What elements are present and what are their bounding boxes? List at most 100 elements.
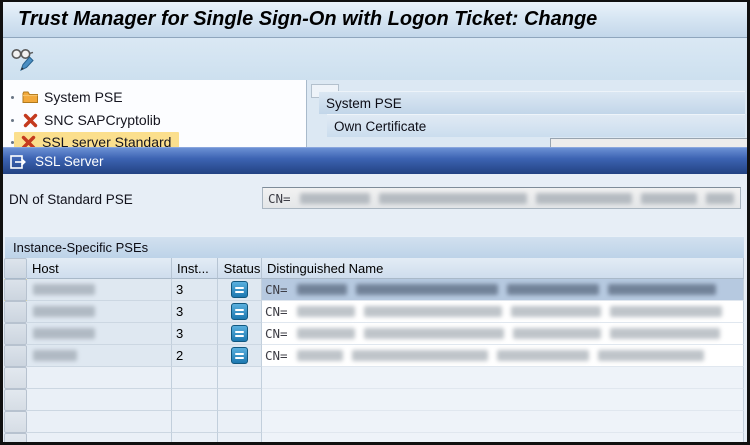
dn-of-standard-pse-field[interactable]: CN=	[262, 187, 741, 209]
redacted-text	[496, 350, 589, 361]
instance-cell	[172, 433, 218, 442]
redacted-text	[640, 192, 697, 204]
red-x-icon	[20, 134, 37, 147]
column-header-distinguished-name[interactable]: Distinguished Name	[262, 258, 744, 279]
dn-value-prefix: CN=	[268, 190, 291, 206]
table-row-empty	[4, 367, 744, 389]
row-selector[interactable]	[4, 279, 27, 301]
redacted-text	[299, 192, 370, 204]
sap-window-inner: Trust Manager for Single Sign-On with Lo…	[3, 2, 747, 442]
table-row: 3 CN=	[4, 279, 744, 301]
status-cell	[218, 433, 262, 442]
status-icon	[231, 303, 248, 320]
dn-cell	[262, 433, 744, 442]
dialog-body: DN of Standard PSE CN= Instance-Specific…	[3, 174, 747, 442]
host-cell	[27, 389, 172, 411]
main-content: System PSE SNC SAPCryptolib	[3, 80, 747, 147]
redacted-text	[609, 328, 720, 339]
pse-detail-panel: System PSE Own Certificate	[307, 80, 747, 147]
column-header-host[interactable]: Host	[27, 258, 172, 279]
red-x-icon	[22, 112, 39, 128]
instance-cell[interactable]: 3	[172, 301, 218, 323]
instance-cell	[172, 367, 218, 389]
redacted-text	[355, 284, 498, 295]
select-all-cell[interactable]	[4, 258, 27, 279]
redacted-text	[33, 328, 95, 339]
redacted-text	[609, 306, 722, 317]
status-cell	[218, 367, 262, 389]
redacted-text	[296, 284, 347, 295]
redacted-text	[33, 350, 77, 361]
row-selector[interactable]	[4, 389, 27, 411]
own-certificate-field-partial	[550, 138, 747, 147]
status-cell[interactable]	[218, 323, 262, 345]
row-selector[interactable]	[4, 367, 27, 389]
tree-item-highlight: SSL server Standard	[14, 132, 180, 147]
status-icon	[231, 281, 248, 298]
redacted-text	[607, 284, 716, 295]
dn-prefix: CN=	[265, 326, 288, 341]
tree-item-label: System PSE	[44, 89, 123, 105]
page-title: Trust Manager for Single Sign-On with Lo…	[18, 8, 598, 30]
table-row: 3 CN=	[4, 323, 744, 345]
row-selector[interactable]	[4, 345, 27, 367]
redacted-text	[512, 328, 601, 339]
row-selector[interactable]	[4, 433, 27, 442]
tree-expander-dot	[11, 95, 14, 99]
status-cell[interactable]	[218, 301, 262, 323]
row-selector[interactable]	[4, 411, 27, 433]
table-row-empty	[4, 411, 744, 433]
dn-cell[interactable]: CN=	[262, 323, 744, 345]
redacted-text	[33, 284, 95, 295]
tree-item-ssl-server-standard[interactable]: SSL server Standard	[3, 132, 180, 147]
tree-expander-dot	[11, 140, 14, 144]
status-cell[interactable]	[218, 345, 262, 367]
instance-cell[interactable]: 2	[172, 345, 218, 367]
display-change-icon	[10, 49, 38, 77]
detail-header-system-pse: System PSE	[319, 91, 745, 114]
row-selector[interactable]	[4, 323, 27, 345]
host-cell[interactable]	[27, 301, 172, 323]
dialog-continue-icon	[10, 154, 28, 169]
instance-cell[interactable]: 3	[172, 323, 218, 345]
host-cell	[27, 411, 172, 433]
row-selector[interactable]	[4, 301, 27, 323]
table-row: 3 CN=	[4, 301, 744, 323]
redacted-text	[535, 192, 632, 204]
redacted-text	[351, 350, 488, 361]
tree-item-snc-sapcryptolib[interactable]: SNC SAPCryptolib	[3, 110, 161, 130]
redacted-text	[33, 306, 95, 317]
instance-cell	[172, 411, 218, 433]
folder-icon	[22, 89, 39, 105]
redacted-text	[296, 328, 355, 339]
status-cell	[218, 411, 262, 433]
dn-cell[interactable]: CN=	[262, 301, 744, 323]
status-icon	[231, 347, 248, 364]
column-header-instance[interactable]: Inst...	[172, 258, 218, 279]
dn-cell[interactable]: CN=	[262, 345, 744, 367]
redacted-text	[296, 350, 343, 361]
dn-cell	[262, 411, 744, 433]
dn-prefix: CN=	[265, 282, 288, 297]
tree-item-label: SNC SAPCryptolib	[44, 112, 161, 128]
redacted-text	[378, 192, 527, 204]
redacted-text	[363, 306, 502, 317]
instance-cell[interactable]: 3	[172, 279, 218, 301]
dn-prefix: CN=	[265, 348, 288, 363]
host-cell[interactable]	[27, 345, 172, 367]
detail-header-label: System PSE	[326, 95, 402, 111]
redacted-text	[510, 306, 601, 317]
display-change-button[interactable]	[9, 46, 39, 76]
tree-item-system-pse[interactable]: System PSE	[3, 87, 123, 107]
dialog-titlebar[interactable]: SSL Server	[3, 147, 747, 175]
redacted-text	[597, 350, 704, 361]
host-cell[interactable]	[27, 323, 172, 345]
column-header-status[interactable]: Status	[218, 258, 262, 279]
tree-item-label: SSL server Standard	[42, 134, 172, 147]
host-cell[interactable]	[27, 279, 172, 301]
dn-cell[interactable]: CN=	[262, 279, 744, 301]
table-row-empty	[4, 389, 744, 411]
status-cell[interactable]	[218, 279, 262, 301]
redacted-text	[363, 328, 504, 339]
